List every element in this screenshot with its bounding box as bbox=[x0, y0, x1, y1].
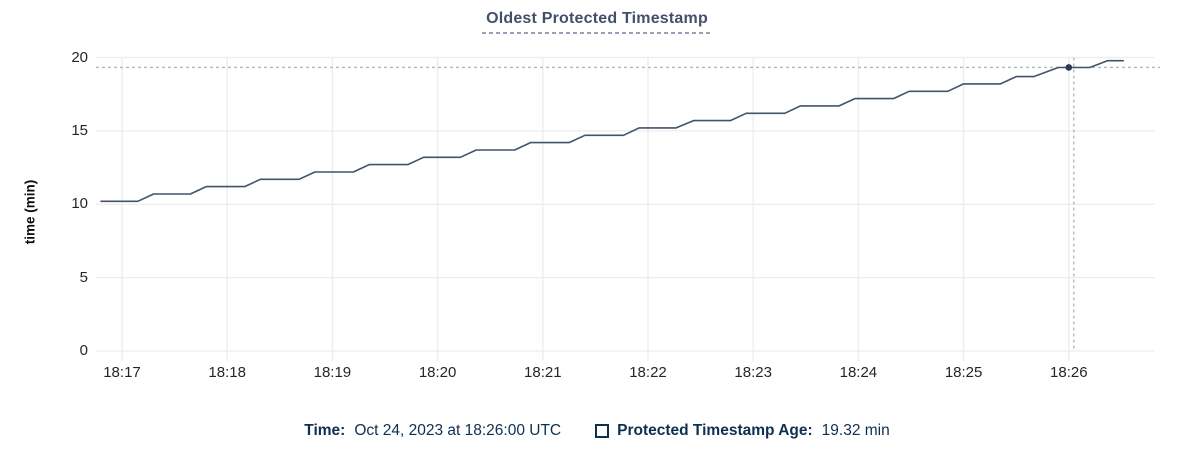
x-tick-label: 18:19 bbox=[313, 364, 352, 381]
x-tick-label: 18:18 bbox=[208, 364, 246, 381]
y-tick-label: 15 bbox=[71, 121, 88, 139]
x-tick-label: 18:21 bbox=[524, 364, 562, 381]
x-tick-label: 18:23 bbox=[734, 364, 772, 381]
x-tick-label: 18:22 bbox=[629, 364, 667, 381]
series-value: 19.32 min bbox=[821, 422, 890, 439]
legend-series-item[interactable]: Protected Timestamp Age: 19.32 min bbox=[595, 422, 890, 440]
hover-legend: Time: Oct 24, 2023 at 18:26:00 UTC Prote… bbox=[0, 422, 1194, 440]
chart-title-row: Oldest Protected Timestamp bbox=[0, 10, 1194, 34]
x-tick-label: 18:26 bbox=[1050, 364, 1088, 381]
series-swatch-icon bbox=[595, 424, 610, 438]
hover-point-dot bbox=[1065, 64, 1073, 71]
time-label: Time: bbox=[304, 422, 346, 439]
x-tick-label: 18:20 bbox=[418, 364, 457, 381]
series-line bbox=[100, 59, 1124, 203]
x-tick-label: 18:17 bbox=[103, 364, 141, 381]
x-tick-label: 18:24 bbox=[839, 364, 878, 381]
chart-title[interactable]: Oldest Protected Timestamp bbox=[482, 10, 712, 34]
x-tick-label: 18:25 bbox=[944, 364, 983, 381]
y-tick-label: 0 bbox=[79, 342, 88, 359]
y-tick-label: 10 bbox=[71, 195, 88, 213]
plot-area[interactable] bbox=[0, 0, 1194, 412]
y-tick-label: 5 bbox=[79, 268, 88, 286]
series-label: Protected Timestamp Age: bbox=[617, 422, 813, 439]
y-tick-label: 20 bbox=[71, 48, 88, 66]
time-value: Oct 24, 2023 at 18:26:00 UTC bbox=[354, 422, 562, 439]
